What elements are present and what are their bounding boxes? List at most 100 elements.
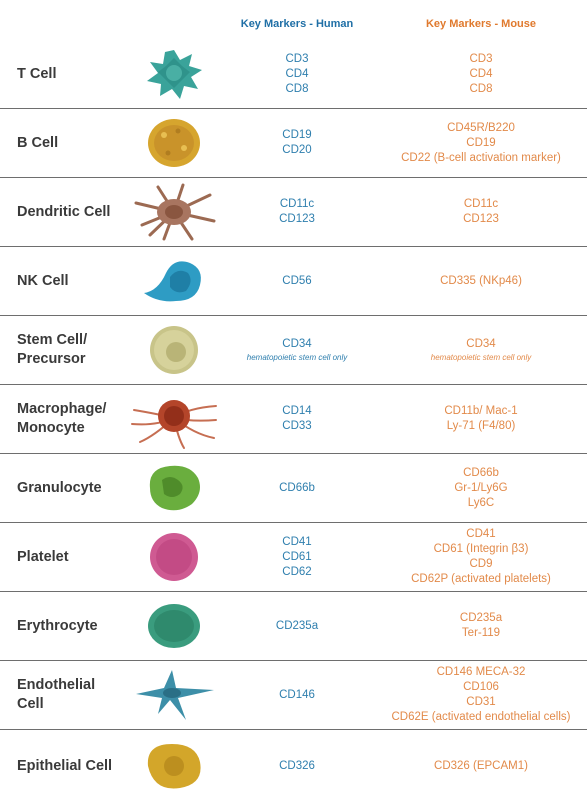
endothelial-cell-icon: [128, 661, 220, 729]
mouse-markers: CD11c CD123: [381, 178, 581, 246]
human-markers: CD3 CD4 CD8: [212, 40, 382, 108]
human-markers: CD56: [212, 247, 382, 315]
human-marker: CD14: [282, 405, 312, 417]
human-markers: CD34 hematopoietic stem cell only: [212, 316, 382, 384]
human-marker: CD3: [285, 52, 309, 65]
mouse-marker: CD19: [466, 136, 496, 149]
cell-type-name-line: Erythrocyte: [17, 617, 98, 634]
human-marker: CD123: [279, 213, 315, 225]
mouse-marker: Ter-119: [461, 627, 501, 639]
mouse-markers: CD335 (NKp46): [381, 247, 581, 315]
cell-type-name-line: Platelet: [17, 548, 69, 565]
mouse-marker: Ly6C: [467, 496, 495, 509]
human-marker: CD326: [279, 759, 315, 772]
table-row-dendritic-cell: Dendritic Cell CD11c CD123 CD11c CD123: [0, 178, 587, 247]
stem-cell-icon: [128, 316, 220, 384]
mouse-marker: CD34: [466, 337, 496, 350]
human-marker: CD19: [282, 129, 312, 141]
human-markers: CD19 CD20: [212, 109, 382, 177]
mouse-marker: CD4: [469, 67, 493, 80]
cell-type-name-line: Macrophage/: [17, 401, 107, 417]
cell-marker-table: T Cell CD3 CD4 CD8 CD3 CD4 CD8 B Cell CD19 CD20…: [0, 40, 587, 802]
table-row-granulocyte: Granulocyte CD66b CD66b Gr-1/Ly6G Ly6C: [0, 454, 587, 523]
mouse-marker: CD22 (B-cell activation marker): [401, 151, 561, 164]
human-markers: CD66b: [212, 454, 382, 522]
granulocyte-icon: [128, 454, 220, 522]
table-row-erythrocyte: Erythrocyte CD235a CD235a Ter-119: [0, 592, 587, 661]
mouse-marker: CD8: [469, 82, 493, 95]
table-row-endothelial-cell: Endothelial Cell CD146 CD146 MECA-32 CD106 C…: [0, 661, 587, 730]
mouse-markers: CD41 CD61 (Integrin β3) CD9 CD62P (activate…: [381, 523, 581, 591]
cell-type-name-line: Dendritic Cell: [17, 203, 111, 220]
mouse-marker: CD235a: [459, 612, 503, 624]
human-marker: CD62: [282, 565, 312, 578]
human-marker: CD20: [282, 144, 312, 156]
b-cell-icon: [128, 109, 220, 177]
human-markers-header: Key Markers - Human: [240, 18, 354, 30]
mouse-marker: CD123: [463, 213, 499, 225]
human-markers: CD235a: [212, 592, 382, 660]
mouse-markers-header: Key Markers - Mouse: [425, 18, 537, 30]
human-marker: CD235a: [275, 619, 319, 632]
mouse-marker-note: hematopoietic stem cell only: [430, 352, 532, 362]
human-marker: CD11c: [279, 198, 315, 210]
mouse-marker: Ly-71 (F4/80): [446, 420, 516, 432]
human-marker: CD33: [282, 420, 312, 432]
mouse-markers: CD235a Ter-119: [381, 592, 581, 660]
table-row-platelet: Platelet CD41 CD61 CD62 CD41 CD61 (Integrin …: [0, 523, 587, 592]
table-row-macrophage-monocyte: Macrophage/Monocyte CD14 CD33 CD11b/ Mac-1…: [0, 385, 587, 454]
human-markers: CD41 CD61 CD62: [212, 523, 382, 591]
mouse-marker: CD62P (activated platelets): [411, 573, 551, 585]
mouse-marker: CD106: [463, 681, 499, 693]
cell-type-name-line: B Cell: [17, 134, 59, 151]
cell-type-name-line: T Cell: [17, 65, 57, 82]
human-marker: CD56: [282, 274, 312, 287]
human-marker: CD146: [279, 688, 315, 701]
epithelial-cell-icon: [128, 730, 220, 802]
cell-type-name: NK Cell: [17, 247, 135, 315]
mouse-marker: CD11c: [463, 198, 499, 210]
human-markers: CD14 CD33: [212, 385, 382, 453]
nk-cell-icon: [128, 247, 220, 315]
human-marker: CD8: [285, 82, 309, 95]
table-row-t-cell: T Cell CD3 CD4 CD8 CD3 CD4 CD8: [0, 40, 587, 109]
cell-type-name: Stem Cell/Precursor: [17, 316, 135, 384]
cell-type-name: T Cell: [17, 40, 135, 108]
cell-type-name: Macrophage/Monocyte: [17, 385, 135, 453]
cell-type-name-line: Precursor: [17, 351, 86, 367]
mouse-marker: CD11b/ Mac-1: [444, 405, 518, 417]
cell-type-name-line: Endothelial: [17, 677, 96, 693]
t-cell-icon: [128, 40, 220, 108]
erythrocyte-icon: [128, 592, 220, 660]
table-row-b-cell: B Cell CD19 CD20 CD45R/B220 CD19 CD22 (B-cel…: [0, 109, 587, 178]
mouse-markers: CD326 (EPCAM1): [381, 730, 581, 802]
cell-type-name: Endothelial Cell: [17, 661, 135, 729]
cell-type-name: Granulocyte: [17, 454, 135, 522]
cell-type-name: Platelet: [17, 523, 135, 591]
mouse-marker: CD61 (Integrin β3): [433, 543, 529, 555]
human-markers: CD326: [212, 730, 382, 802]
mouse-marker: CD66b: [463, 466, 499, 479]
mouse-marker: CD9: [469, 558, 493, 570]
table-header: Key Markers - Human Key Markers - Mouse: [0, 18, 587, 38]
cell-type-name-line: Monocyte: [17, 420, 85, 436]
mouse-marker: CD41: [466, 528, 496, 540]
mouse-marker: CD146 MECA-32: [436, 666, 526, 678]
cell-type-name: Epithelial Cell: [17, 730, 135, 802]
human-marker-note: hematopoietic stem cell only: [246, 352, 348, 362]
table-row-nk-cell: NK Cell CD56 CD335 (NKp46): [0, 247, 587, 316]
mouse-markers: CD66b Gr-1/Ly6G Ly6C: [381, 454, 581, 522]
dendritic-cell-icon: [128, 178, 220, 246]
mouse-marker: Gr-1/Ly6G: [454, 481, 508, 494]
mouse-markers: CD34 hematopoietic stem cell only: [381, 316, 581, 384]
cell-type-name-line: Stem Cell/: [17, 332, 88, 348]
mouse-marker: CD62E (activated endothelial cells): [391, 711, 571, 723]
cell-type-name-line: Cell: [17, 696, 44, 712]
mouse-markers: CD146 MECA-32 CD106 CD31 CD62E (activated e…: [381, 661, 581, 729]
mouse-markers: CD45R/B220 CD19 CD22 (B-cell activation ma…: [381, 109, 581, 177]
macrophage-icon: [128, 385, 220, 453]
platelet-icon: [128, 523, 220, 591]
mouse-marker: CD45R/B220: [447, 121, 515, 134]
human-marker: CD61: [282, 550, 312, 563]
mouse-markers: CD3 CD4 CD8: [381, 40, 581, 108]
